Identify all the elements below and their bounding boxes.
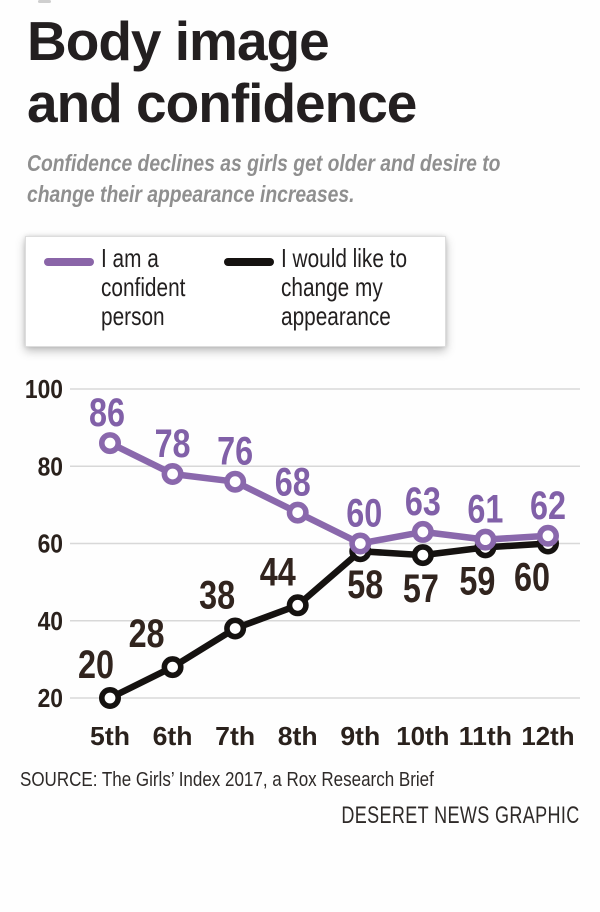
data-value-label: 57 [403,567,439,611]
data-point-marker [349,532,372,555]
source-text: SOURCE: The Girls’ Index 2017, a Rox Res… [20,769,434,791]
x-axis-tick-label: 8th [278,721,318,751]
legend-label-change: I would like to change my appearance [281,243,408,331]
data-value-label: 60 [514,556,550,600]
y-axis-tick-label: 80 [38,451,63,481]
x-axis-tick-label: 7th [215,721,255,751]
data-value-label: 59 [459,559,495,603]
x-axis-tick-label: 12th [521,721,574,751]
data-point-marker [99,686,122,709]
crop-artifact [38,0,51,3]
data-point-marker [474,528,497,551]
legend: I am a confident person I would like to … [25,236,446,347]
data-value-label: 68 [275,461,311,505]
data-point-marker [286,594,309,617]
x-axis-tick-label: 10th [396,721,449,751]
data-value-label: 78 [155,422,191,466]
credit-text: DESERET NEWS GRAPHIC [341,802,580,829]
data-point-marker [224,470,247,493]
data-point-marker [161,462,184,485]
legend-item-confident-person: I am a confident person [44,244,229,339]
legend-item-change-appearance: I would like to change my appearance [224,244,439,339]
data-point-marker [286,501,309,524]
data-value-label: 60 [346,492,382,536]
data-point-marker [411,520,434,543]
data-point-marker [224,617,247,640]
y-axis-tick-label: 60 [38,529,63,559]
y-axis-tick-label: 100 [25,374,63,404]
data-point-marker [161,656,184,679]
legend-swatch-confident-line [44,258,94,266]
x-axis-tick-label: 11th [459,721,512,751]
data-value-label: 63 [405,480,441,524]
x-axis-tick-label: 5th [90,721,130,751]
data-value-label: 58 [347,563,383,607]
x-axis-tick-label: 6th [153,721,193,751]
data-value-label: 61 [467,488,503,532]
legend-label-confident: I am a confident person [101,243,186,331]
data-point-marker [99,432,122,455]
data-value-label: 76 [217,430,253,474]
data-point-marker [411,544,434,567]
subtitle: Confidence declines as girls get older a… [27,150,501,207]
data-value-label: 28 [129,612,165,656]
y-axis-tick-label: 20 [38,683,63,713]
data-point-marker [536,524,559,547]
data-value-label: 44 [260,550,297,594]
y-axis-tick-label: 40 [38,606,63,636]
data-value-label: 38 [199,573,235,617]
data-value-label: 20 [78,643,114,687]
x-axis-tick-label: 9th [340,721,380,751]
legend-swatch-change-line [224,258,274,266]
data-value-label: 62 [530,484,566,528]
data-value-label: 86 [89,391,125,435]
page-title: Body image and confidence [27,10,417,134]
